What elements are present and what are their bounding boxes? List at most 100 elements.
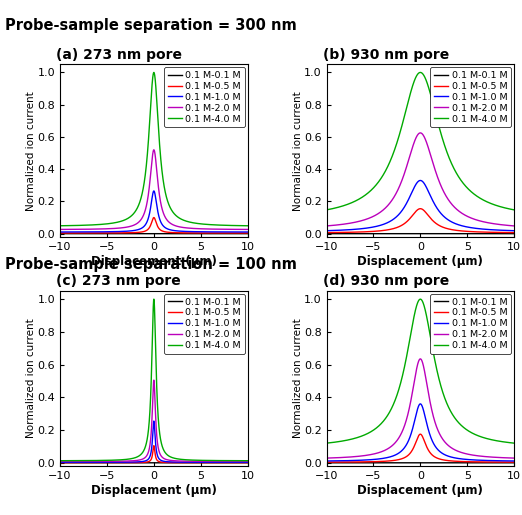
0.1 M-4.0 M [507, 206, 514, 212]
0.1 M-1.0 M [323, 458, 329, 464]
0.1 M-1.0 M [511, 228, 517, 234]
0.1 M-0.5 M [487, 229, 493, 235]
0.1 M-1.0 M [57, 229, 63, 235]
0.1 M-4.0 M [487, 436, 493, 442]
0.1 M-1.0 M [89, 459, 96, 466]
0.1 M-1.0 M [78, 459, 85, 466]
0.1 M-0.1 M [221, 231, 227, 237]
0.1 M-0.1 M [487, 231, 493, 237]
0.1 M-1.0 M [356, 226, 362, 232]
0.1 M-2.0 M [417, 130, 423, 136]
Text: Probe-sample separation = 300 nm: Probe-sample separation = 300 nm [5, 18, 297, 33]
0.1 M-4.0 M [89, 457, 96, 464]
0.1 M-2.0 M [417, 356, 423, 362]
0.1 M-0.1 M [323, 231, 329, 237]
0.1 M-0.1 M [221, 460, 227, 466]
0.1 M-2.0 M [137, 457, 143, 463]
0.1 M-0.5 M [245, 459, 251, 466]
0.1 M-1.0 M [404, 200, 410, 207]
0.1 M-2.0 M [129, 223, 135, 229]
0.1 M-1.0 M [245, 229, 251, 235]
0.1 M-0.5 M [151, 214, 157, 220]
0.1 M-2.0 M [89, 458, 96, 465]
0.1 M-1.0 M [487, 227, 493, 233]
Line: 0.1 M-1.0 M: 0.1 M-1.0 M [60, 421, 248, 462]
0.1 M-4.0 M [345, 437, 351, 443]
0.1 M-4.0 M [511, 207, 517, 213]
0.1 M-0.1 M [356, 460, 362, 466]
0.1 M-0.5 M [507, 459, 514, 465]
0.1 M-1.0 M [241, 459, 247, 466]
Text: (b) 930 nm pore: (b) 930 nm pore [323, 48, 449, 62]
0.1 M-2.0 M [487, 454, 493, 460]
Line: 0.1 M-0.5 M: 0.1 M-0.5 M [60, 217, 248, 233]
0.1 M-0.1 M [245, 231, 251, 237]
0.1 M-1.0 M [395, 212, 401, 218]
0.1 M-1.0 M [404, 441, 410, 448]
0.1 M-2.0 M [507, 222, 514, 229]
0.1 M-4.0 M [129, 212, 135, 218]
0.1 M-0.1 M [137, 460, 143, 466]
0.1 M-0.5 M [78, 230, 85, 236]
0.1 M-0.1 M [241, 231, 247, 237]
0.1 M-0.5 M [137, 459, 143, 466]
0.1 M-0.1 M [241, 460, 247, 466]
0.1 M-0.5 M [404, 453, 410, 459]
Line: 0.1 M-2.0 M: 0.1 M-2.0 M [326, 133, 514, 226]
0.1 M-1.0 M [395, 450, 401, 456]
0.1 M-2.0 M [241, 458, 247, 465]
0.1 M-0.1 M [487, 460, 493, 466]
0.1 M-0.5 M [487, 459, 493, 465]
0.1 M-0.1 M [404, 460, 410, 466]
0.1 M-0.5 M [417, 431, 423, 437]
0.1 M-1.0 M [507, 228, 514, 234]
0.1 M-0.5 M [345, 459, 351, 465]
0.1 M-4.0 M [323, 207, 329, 213]
0.1 M-0.5 M [151, 442, 157, 449]
X-axis label: Displacement (μm): Displacement (μm) [358, 484, 483, 496]
0.1 M-1.0 M [345, 227, 351, 233]
0.1 M-4.0 M [241, 222, 247, 229]
0.1 M-2.0 M [241, 226, 247, 232]
0.1 M-0.5 M [323, 459, 329, 465]
0.1 M-1.0 M [345, 457, 351, 464]
0.1 M-0.5 M [137, 229, 143, 235]
0.1 M-2.0 M [129, 458, 135, 464]
0.1 M-2.0 M [151, 147, 157, 153]
0.1 M-1.0 M [78, 229, 85, 235]
0.1 M-0.1 M [89, 231, 96, 237]
0.1 M-4.0 M [507, 440, 514, 446]
0.1 M-4.0 M [395, 135, 401, 141]
0.1 M-1.0 M [487, 457, 493, 464]
0.1 M-1.0 M [507, 458, 514, 464]
X-axis label: Displacement (μm): Displacement (μm) [91, 254, 217, 267]
0.1 M-1.0 M [417, 401, 423, 407]
0.1 M-2.0 M [345, 454, 351, 460]
0.1 M-2.0 M [57, 226, 63, 232]
0.1 M-0.5 M [511, 230, 517, 236]
0.1 M-2.0 M [404, 164, 410, 170]
0.1 M-2.0 M [323, 455, 329, 461]
0.1 M-4.0 M [78, 222, 85, 229]
X-axis label: Displacement (μm): Displacement (μm) [358, 254, 483, 267]
0.1 M-0.5 M [323, 230, 329, 236]
Line: 0.1 M-2.0 M: 0.1 M-2.0 M [326, 359, 514, 458]
0.1 M-4.0 M [137, 452, 143, 458]
0.1 M-1.0 M [151, 418, 157, 424]
0.1 M-0.5 M [241, 459, 247, 466]
0.1 M-0.1 M [395, 460, 401, 466]
0.1 M-0.1 M [245, 460, 251, 466]
0.1 M-1.0 M [221, 229, 227, 235]
0.1 M-0.5 M [78, 459, 85, 466]
Text: (a) 273 nm pore: (a) 273 nm pore [56, 48, 182, 62]
0.1 M-1.0 M [129, 228, 135, 234]
0.1 M-1.0 M [221, 459, 227, 466]
0.1 M-4.0 M [151, 70, 157, 76]
0.1 M-4.0 M [487, 200, 493, 207]
0.1 M-0.1 M [404, 231, 410, 237]
0.1 M-1.0 M [89, 229, 96, 235]
0.1 M-2.0 M [404, 416, 410, 422]
0.1 M-4.0 M [404, 353, 410, 359]
0.1 M-2.0 M [245, 458, 251, 465]
0.1 M-0.1 M [78, 460, 85, 466]
